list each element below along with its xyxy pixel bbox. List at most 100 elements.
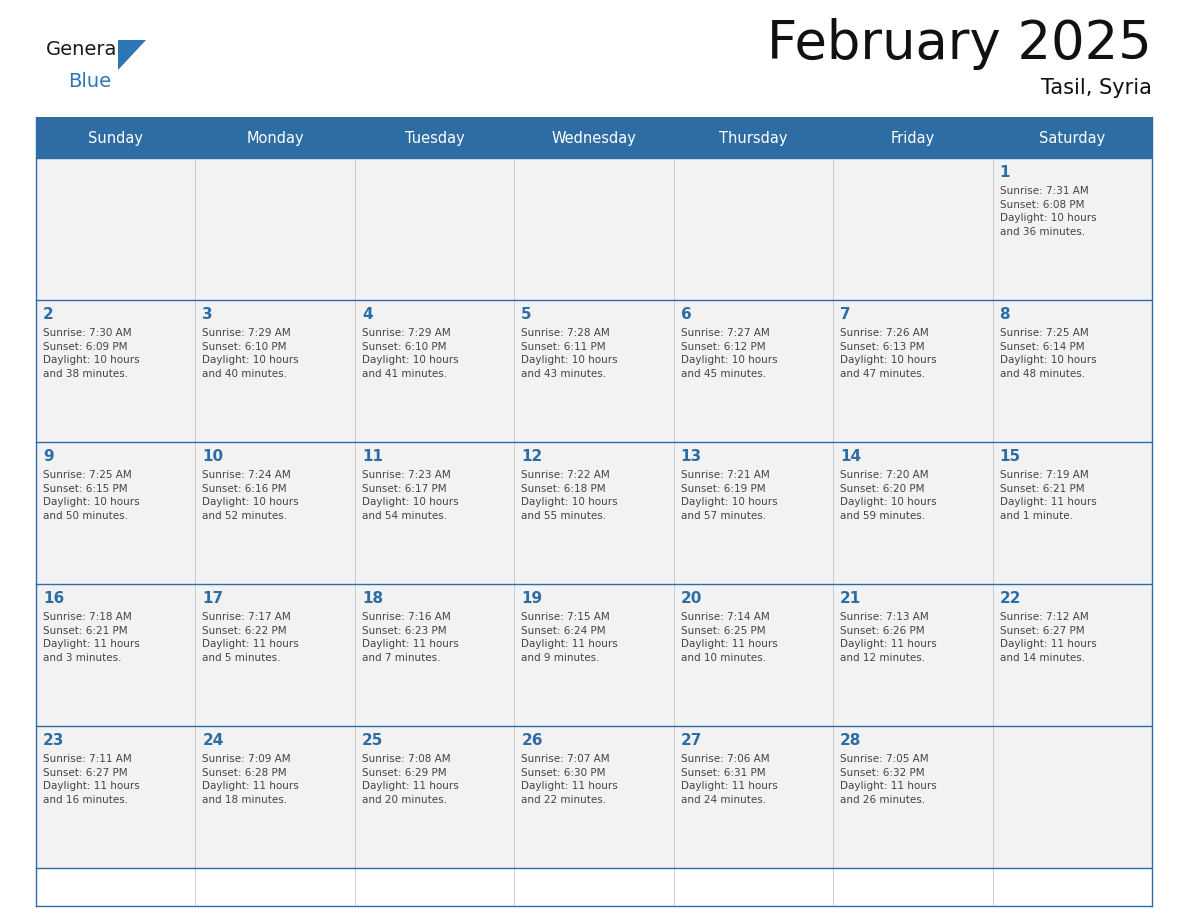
Text: Sunrise: 7:26 AM
Sunset: 6:13 PM
Daylight: 10 hours
and 47 minutes.: Sunrise: 7:26 AM Sunset: 6:13 PM Dayligh… <box>840 328 937 379</box>
Bar <box>355 584 514 726</box>
Text: Wednesday: Wednesday <box>551 131 637 147</box>
Bar <box>992 442 1152 584</box>
Text: Sunrise: 7:14 AM
Sunset: 6:25 PM
Daylight: 11 hours
and 10 minutes.: Sunrise: 7:14 AM Sunset: 6:25 PM Dayligh… <box>681 612 777 663</box>
Text: Sunday: Sunday <box>88 131 144 147</box>
Bar <box>992 158 1152 300</box>
Text: Thursday: Thursday <box>719 131 788 147</box>
Text: 4: 4 <box>362 307 373 322</box>
Text: 22: 22 <box>999 591 1020 606</box>
Text: 23: 23 <box>43 733 64 748</box>
Bar <box>36 158 196 300</box>
Text: Sunrise: 7:27 AM
Sunset: 6:12 PM
Daylight: 10 hours
and 45 minutes.: Sunrise: 7:27 AM Sunset: 6:12 PM Dayligh… <box>681 328 777 379</box>
Text: 11: 11 <box>362 449 383 464</box>
Text: Tuesday: Tuesday <box>405 131 465 147</box>
Bar <box>355 726 514 868</box>
Bar <box>196 726 355 868</box>
Text: Monday: Monday <box>246 131 304 147</box>
Text: 26: 26 <box>522 733 543 748</box>
Text: Sunrise: 7:06 AM
Sunset: 6:31 PM
Daylight: 11 hours
and 24 minutes.: Sunrise: 7:06 AM Sunset: 6:31 PM Dayligh… <box>681 754 777 805</box>
Text: 10: 10 <box>202 449 223 464</box>
Text: 9: 9 <box>43 449 53 464</box>
Text: Sunrise: 7:08 AM
Sunset: 6:29 PM
Daylight: 11 hours
and 20 minutes.: Sunrise: 7:08 AM Sunset: 6:29 PM Dayligh… <box>362 754 459 805</box>
Text: 3: 3 <box>202 307 213 322</box>
Text: Sunrise: 7:23 AM
Sunset: 6:17 PM
Daylight: 10 hours
and 54 minutes.: Sunrise: 7:23 AM Sunset: 6:17 PM Dayligh… <box>362 470 459 521</box>
Text: Blue: Blue <box>68 72 112 91</box>
Bar <box>674 300 833 442</box>
Text: 2: 2 <box>43 307 53 322</box>
Bar <box>833 442 992 584</box>
Bar <box>196 442 355 584</box>
Bar <box>514 726 674 868</box>
Text: 16: 16 <box>43 591 64 606</box>
Bar <box>36 726 196 868</box>
Bar <box>355 158 514 300</box>
Text: 7: 7 <box>840 307 851 322</box>
Text: General: General <box>46 40 122 59</box>
Bar <box>196 300 355 442</box>
Bar <box>196 158 355 300</box>
Text: 6: 6 <box>681 307 691 322</box>
Text: 5: 5 <box>522 307 532 322</box>
Bar <box>992 584 1152 726</box>
Text: Saturday: Saturday <box>1040 131 1105 147</box>
Text: Sunrise: 7:18 AM
Sunset: 6:21 PM
Daylight: 11 hours
and 3 minutes.: Sunrise: 7:18 AM Sunset: 6:21 PM Dayligh… <box>43 612 140 663</box>
Text: Sunrise: 7:31 AM
Sunset: 6:08 PM
Daylight: 10 hours
and 36 minutes.: Sunrise: 7:31 AM Sunset: 6:08 PM Dayligh… <box>999 186 1097 237</box>
Text: 28: 28 <box>840 733 861 748</box>
Bar <box>355 442 514 584</box>
Text: Sunrise: 7:12 AM
Sunset: 6:27 PM
Daylight: 11 hours
and 14 minutes.: Sunrise: 7:12 AM Sunset: 6:27 PM Dayligh… <box>999 612 1097 663</box>
Polygon shape <box>118 40 146 70</box>
Bar <box>514 158 674 300</box>
Text: 12: 12 <box>522 449 543 464</box>
Text: 14: 14 <box>840 449 861 464</box>
Bar <box>674 442 833 584</box>
Text: 18: 18 <box>362 591 383 606</box>
Text: Sunrise: 7:28 AM
Sunset: 6:11 PM
Daylight: 10 hours
and 43 minutes.: Sunrise: 7:28 AM Sunset: 6:11 PM Dayligh… <box>522 328 618 379</box>
Bar <box>514 300 674 442</box>
Bar <box>36 117 1152 120</box>
Bar <box>833 300 992 442</box>
Text: Sunrise: 7:20 AM
Sunset: 6:20 PM
Daylight: 10 hours
and 59 minutes.: Sunrise: 7:20 AM Sunset: 6:20 PM Dayligh… <box>840 470 937 521</box>
Bar <box>992 300 1152 442</box>
Bar <box>674 584 833 726</box>
Text: Sunrise: 7:17 AM
Sunset: 6:22 PM
Daylight: 11 hours
and 5 minutes.: Sunrise: 7:17 AM Sunset: 6:22 PM Dayligh… <box>202 612 299 663</box>
Bar <box>36 300 196 442</box>
Text: Sunrise: 7:29 AM
Sunset: 6:10 PM
Daylight: 10 hours
and 41 minutes.: Sunrise: 7:29 AM Sunset: 6:10 PM Dayligh… <box>362 328 459 379</box>
Text: 20: 20 <box>681 591 702 606</box>
Bar <box>514 442 674 584</box>
Bar <box>355 300 514 442</box>
Text: Friday: Friday <box>891 131 935 147</box>
Text: Sunrise: 7:30 AM
Sunset: 6:09 PM
Daylight: 10 hours
and 38 minutes.: Sunrise: 7:30 AM Sunset: 6:09 PM Dayligh… <box>43 328 140 379</box>
Bar <box>514 584 674 726</box>
Text: Sunrise: 7:24 AM
Sunset: 6:16 PM
Daylight: 10 hours
and 52 minutes.: Sunrise: 7:24 AM Sunset: 6:16 PM Dayligh… <box>202 470 299 521</box>
Text: 15: 15 <box>999 449 1020 464</box>
Bar <box>992 726 1152 868</box>
Text: Sunrise: 7:21 AM
Sunset: 6:19 PM
Daylight: 10 hours
and 57 minutes.: Sunrise: 7:21 AM Sunset: 6:19 PM Dayligh… <box>681 470 777 521</box>
Bar <box>36 584 196 726</box>
Text: Sunrise: 7:19 AM
Sunset: 6:21 PM
Daylight: 11 hours
and 1 minute.: Sunrise: 7:19 AM Sunset: 6:21 PM Dayligh… <box>999 470 1097 521</box>
Text: Sunrise: 7:15 AM
Sunset: 6:24 PM
Daylight: 11 hours
and 9 minutes.: Sunrise: 7:15 AM Sunset: 6:24 PM Dayligh… <box>522 612 618 663</box>
Text: 27: 27 <box>681 733 702 748</box>
Text: Sunrise: 7:22 AM
Sunset: 6:18 PM
Daylight: 10 hours
and 55 minutes.: Sunrise: 7:22 AM Sunset: 6:18 PM Dayligh… <box>522 470 618 521</box>
Bar <box>833 158 992 300</box>
Text: Sunrise: 7:25 AM
Sunset: 6:15 PM
Daylight: 10 hours
and 50 minutes.: Sunrise: 7:25 AM Sunset: 6:15 PM Dayligh… <box>43 470 140 521</box>
Bar <box>36 120 1152 158</box>
Text: 8: 8 <box>999 307 1010 322</box>
Text: Sunrise: 7:29 AM
Sunset: 6:10 PM
Daylight: 10 hours
and 40 minutes.: Sunrise: 7:29 AM Sunset: 6:10 PM Dayligh… <box>202 328 299 379</box>
Text: Sunrise: 7:25 AM
Sunset: 6:14 PM
Daylight: 10 hours
and 48 minutes.: Sunrise: 7:25 AM Sunset: 6:14 PM Dayligh… <box>999 328 1097 379</box>
Text: Tasil, Syria: Tasil, Syria <box>1041 78 1152 98</box>
Bar <box>674 726 833 868</box>
Bar <box>674 158 833 300</box>
Bar <box>36 442 196 584</box>
Text: February 2025: February 2025 <box>767 18 1152 70</box>
Text: 1: 1 <box>999 165 1010 180</box>
Text: 25: 25 <box>362 733 384 748</box>
Text: Sunrise: 7:05 AM
Sunset: 6:32 PM
Daylight: 11 hours
and 26 minutes.: Sunrise: 7:05 AM Sunset: 6:32 PM Dayligh… <box>840 754 937 805</box>
Text: Sunrise: 7:11 AM
Sunset: 6:27 PM
Daylight: 11 hours
and 16 minutes.: Sunrise: 7:11 AM Sunset: 6:27 PM Dayligh… <box>43 754 140 805</box>
Text: 21: 21 <box>840 591 861 606</box>
Bar <box>833 584 992 726</box>
Bar <box>196 584 355 726</box>
Bar <box>833 726 992 868</box>
Text: 24: 24 <box>202 733 223 748</box>
Text: Sunrise: 7:16 AM
Sunset: 6:23 PM
Daylight: 11 hours
and 7 minutes.: Sunrise: 7:16 AM Sunset: 6:23 PM Dayligh… <box>362 612 459 663</box>
Text: 19: 19 <box>522 591 543 606</box>
